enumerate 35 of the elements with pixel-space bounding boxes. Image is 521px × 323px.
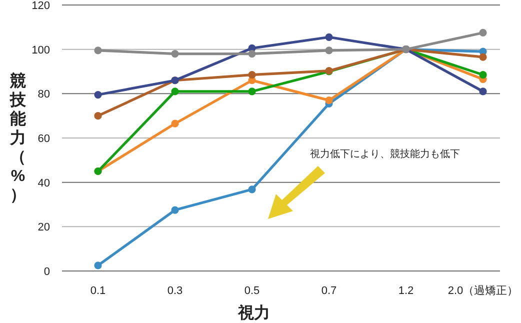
point: [94, 262, 102, 270]
x-tick-label: 0.3: [167, 285, 183, 297]
point: [325, 46, 333, 54]
y-tick-label: 40: [38, 177, 50, 190]
x-tick-label: 0.5: [244, 285, 260, 297]
x-tick-label: 0.1: [90, 285, 106, 297]
y-tick-label: 20: [38, 222, 50, 234]
y-tick-label: 80: [38, 88, 50, 101]
annotation: 視力低下により、競技能力も低下: [310, 148, 460, 160]
point: [479, 71, 487, 79]
point: [94, 90, 102, 99]
x-tick-label: 0.7: [321, 285, 337, 297]
point: [325, 96, 333, 104]
point: [171, 88, 179, 96]
y-tick-label: 100: [32, 44, 50, 56]
point: [479, 53, 487, 61]
point: [94, 112, 102, 120]
point: [171, 50, 179, 58]
y-tick-label: 0: [44, 266, 50, 278]
y-tick-label: 60: [38, 133, 50, 145]
x-tick-label: 2.0（過矯正）: [448, 285, 518, 297]
point: [248, 71, 256, 79]
y-axis-title: 競技能力（%）: [9, 72, 27, 204]
x-axis-title: 視力: [237, 304, 270, 322]
point: [248, 186, 256, 194]
point: [248, 50, 256, 58]
point: [248, 88, 256, 96]
point: [325, 33, 333, 41]
x-tick-label: 1.2: [398, 285, 414, 297]
point: [479, 28, 487, 37]
point: [171, 206, 179, 214]
point: [479, 88, 487, 96]
y-tick-label: 120: [32, 0, 50, 12]
point: [94, 46, 102, 54]
point: [171, 120, 179, 128]
